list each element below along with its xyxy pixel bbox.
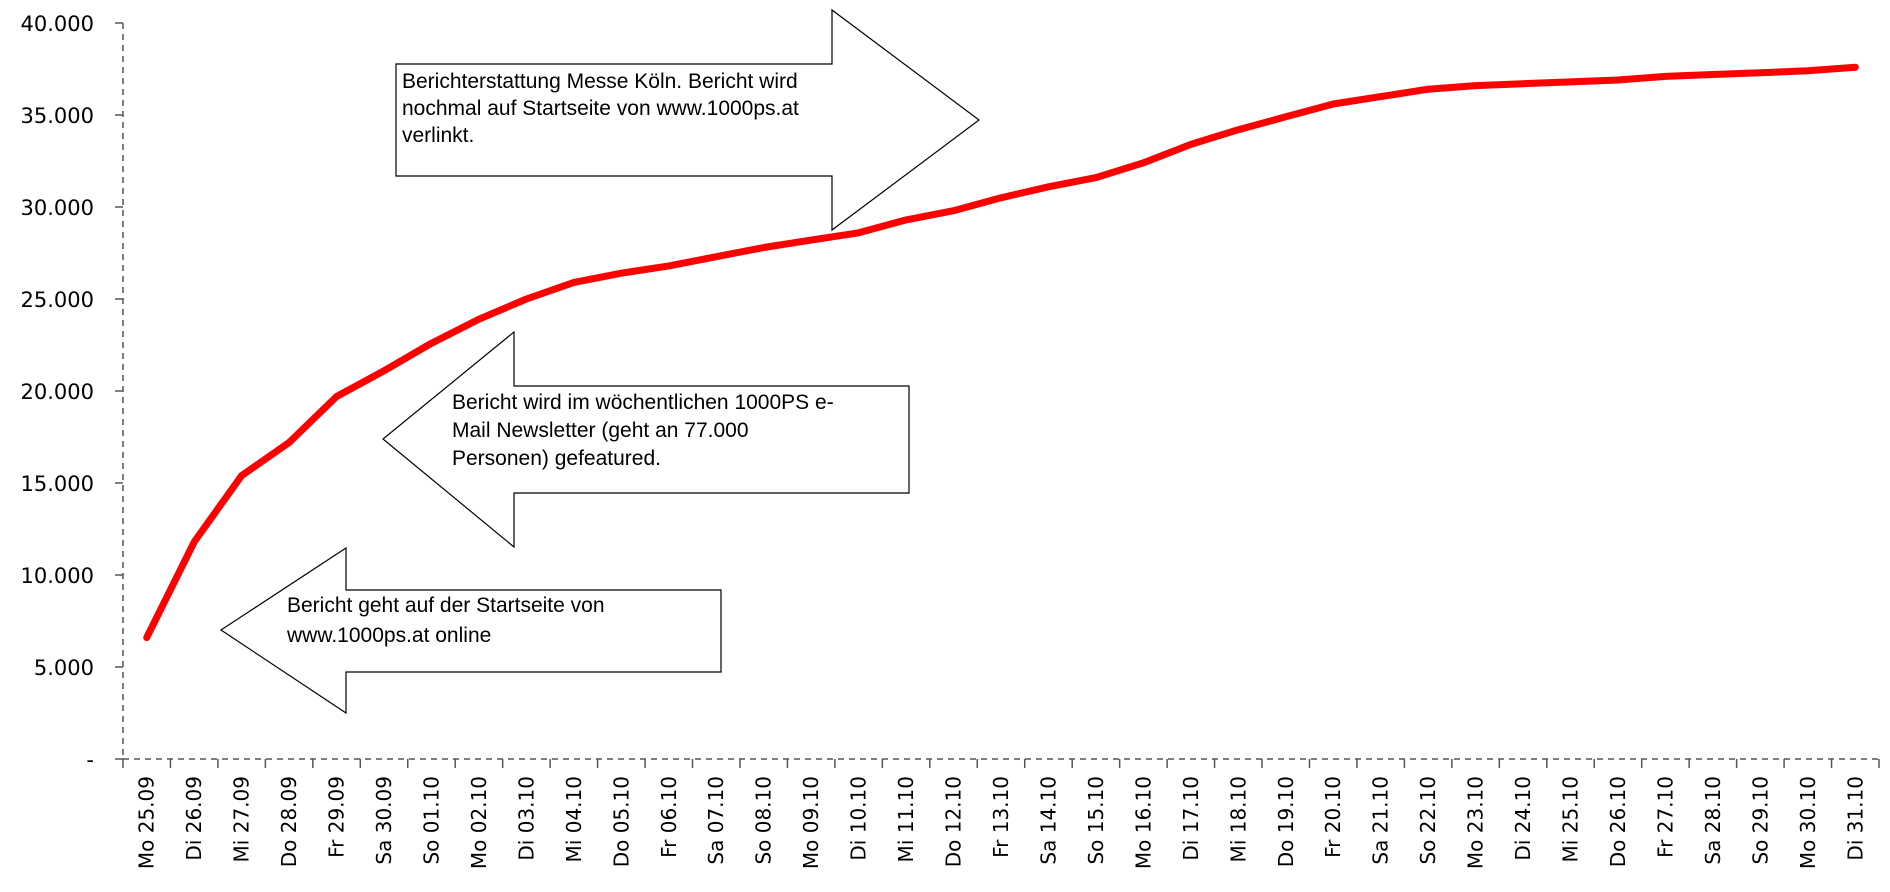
- x-tick-label: Do 05.10: [609, 776, 633, 867]
- x-tick-label: So 22.10: [1416, 776, 1440, 865]
- x-tick-label: Do 26.10: [1606, 776, 1630, 867]
- x-tick-label: Fr 27.10: [1653, 776, 1677, 858]
- y-tick-label: -: [86, 748, 94, 772]
- x-tick-label: So 29.10: [1748, 776, 1772, 865]
- x-tick-label: So 15.10: [1084, 776, 1108, 865]
- x-tick-label: Mi 27.09: [230, 776, 254, 862]
- x-tick-label: Di 17.10: [1179, 776, 1203, 861]
- x-tick-label: Di 31.10: [1843, 776, 1867, 861]
- y-tick-label: 25.000: [21, 288, 94, 312]
- annotation-messe-line-3: verlinkt.: [402, 124, 474, 147]
- series-layer: [143, 63, 1859, 642]
- x-tick-label: Mo 30.10: [1796, 776, 1820, 869]
- x-tick-label: Fr 06.10: [657, 776, 681, 858]
- y-tick-label: 40.000: [21, 12, 94, 36]
- x-tick-label: Di 26.09: [182, 776, 206, 861]
- x-tick-label: Mo 16.10: [1131, 776, 1155, 869]
- x-tick-label: Mo 23.10: [1464, 776, 1488, 869]
- annotation-newsletter-line-3: Personen) gefeatured.: [452, 447, 661, 470]
- x-axis-ticks: Mo 25.09 Di 26.09 Mi 27.09 Do 28.09 Fr 29.09…: [122, 759, 1880, 869]
- x-tick-label: Mi 18.10: [1226, 776, 1250, 862]
- y-tick-label: 20.000: [21, 380, 94, 404]
- x-tick-label: Sa 21.10: [1369, 776, 1393, 865]
- x-tick-label: Sa 07.10: [704, 776, 728, 865]
- x-tick-label: Sa 28.10: [1701, 776, 1725, 865]
- annotation-messe-line-1: Berichterstattung Messe Köln. Bericht wi…: [402, 70, 798, 93]
- annotation-newsletter-arrow: [382, 330, 910, 549]
- y-tick-label: 10.000: [21, 564, 94, 588]
- annotation-startseite-arrow: [219, 546, 722, 715]
- annotation-messe: Berichterstattung Messe Köln. Bericht wi…: [395, 8, 981, 232]
- y-tick-label: 15.000: [21, 472, 94, 496]
- y-tick-label: 5.000: [34, 656, 94, 680]
- x-tick-label: So 01.10: [419, 776, 443, 865]
- x-tick-label: Do 19.10: [1274, 776, 1298, 867]
- annotation-messe-arrow: [395, 8, 981, 232]
- x-tick-label: Di 10.10: [847, 776, 871, 861]
- y-tick-label: 35.000: [21, 104, 94, 128]
- x-tick-label: Do 12.10: [942, 776, 966, 867]
- y-axis-ticks: - 5.000 10.000 15.000 20.000 25.000 30.000 35.0…: [21, 12, 123, 772]
- x-tick-label: So 08.10: [752, 776, 776, 865]
- x-tick-label: Mo 09.10: [799, 776, 823, 869]
- annotation-startseite-line-1: Bericht geht auf der Startseite von: [287, 594, 605, 617]
- x-tick-label: Sa 30.09: [372, 776, 396, 865]
- x-tick-label: Mo 02.10: [467, 776, 491, 869]
- x-tick-label: Mi 25.10: [1559, 776, 1583, 862]
- annotation-newsletter-line-1: Bericht wird im wöchentlichen 1000PS e-: [452, 391, 834, 414]
- x-tick-label: Fr 20.10: [1321, 776, 1345, 858]
- annotation-startseite-line-2: www.1000ps.at online: [286, 624, 491, 647]
- x-tick-label: Mi 11.10: [894, 776, 918, 862]
- y-tick-label: 30.000: [21, 196, 94, 220]
- x-tick-label: Mi 04.10: [562, 776, 586, 862]
- annotation-newsletter: Bericht wird im wöchentlichen 1000PS e- …: [382, 330, 910, 549]
- x-tick-label: Di 03.10: [514, 776, 538, 861]
- annotation-messe-line-2: nochmal auf Startseite von www.1000ps.at: [402, 97, 799, 120]
- x-tick-label: Fr 29.09: [325, 776, 349, 858]
- x-tick-label: Di 24.10: [1511, 776, 1535, 861]
- x-tick-label: Mo 25.09: [135, 776, 159, 869]
- annotation-newsletter-line-2: Mail Newsletter (geht an 77.000: [452, 419, 749, 442]
- annotation-startseite: Bericht geht auf der Startseite von www.…: [219, 546, 722, 715]
- x-tick-label: Sa 14.10: [1036, 776, 1060, 865]
- x-tick-label: Do 28.09: [277, 776, 301, 867]
- x-tick-label: Fr 13.10: [989, 776, 1013, 858]
